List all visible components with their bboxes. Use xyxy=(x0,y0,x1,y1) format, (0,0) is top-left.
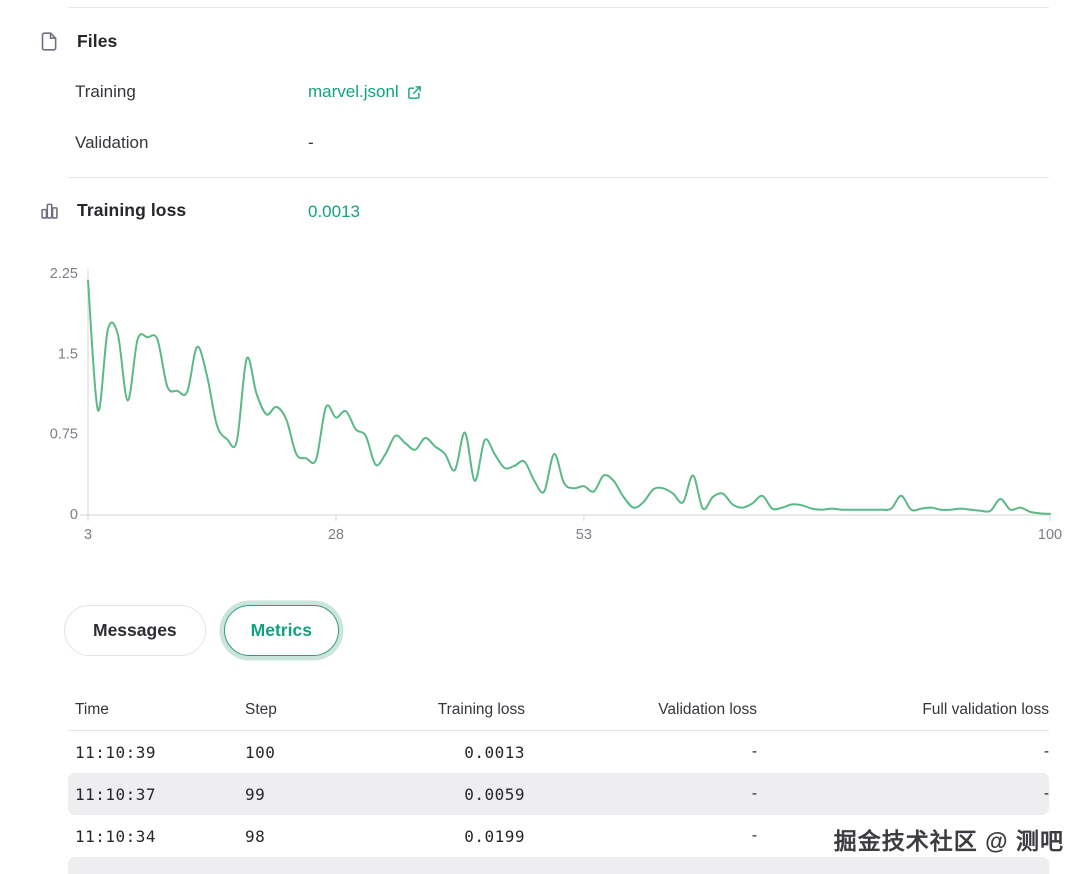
cell-full_validation_loss: - xyxy=(1043,827,1049,844)
y-tick-label: 0.75 xyxy=(50,427,78,443)
cell-training_loss: 0.0059 xyxy=(464,784,525,804)
training-file-name: marvel.jsonl xyxy=(308,82,399,101)
file-icon xyxy=(38,30,60,52)
training-loss-title: Training loss xyxy=(77,199,187,220)
training-loss-chart: 0 0.75 1.5 2.25 3 28 53 100 xyxy=(0,265,1080,565)
table-row-partial xyxy=(68,857,1049,874)
training-loss-line xyxy=(87,279,1051,515)
cell-step: 100 xyxy=(245,742,276,762)
tab-messages[interactable]: Messages xyxy=(64,605,206,656)
training-file-label: Training xyxy=(75,82,136,101)
metrics-table-body: 11:10:39 100 0.0013- -11:10:37 99 0.0059- -11:… xyxy=(68,731,1049,857)
metrics-table-header: Time Step Training loss Validation loss Full… xyxy=(68,690,1049,731)
cell-time: 11:10:39 xyxy=(75,742,157,762)
y-tick-label: 2.25 xyxy=(50,266,78,282)
cell-step: 98 xyxy=(245,826,266,846)
section-divider xyxy=(68,177,1049,178)
cell-training_loss: 0.0013 xyxy=(464,742,525,762)
column-header-step: Step xyxy=(245,701,277,718)
cell-time: 11:10:37 xyxy=(75,784,157,804)
cell-validation_loss: - xyxy=(751,827,757,844)
training-file-link[interactable]: marvel.jsonl xyxy=(308,82,422,102)
table-row: 11:10:34 98 0.0199 - - xyxy=(68,815,1049,857)
cell-full_validation_loss: - xyxy=(1043,785,1049,802)
training-loss-value: 0.0013 xyxy=(308,202,360,221)
table-row: 11:10:39 100 0.0013 - - xyxy=(68,731,1049,773)
files-section-header: Files xyxy=(38,30,117,52)
validation-file-label: Validation xyxy=(75,133,149,152)
validation-file-value: - xyxy=(308,133,314,152)
tab-bar: Messages Metrics xyxy=(64,605,339,656)
table-row: 11:10:37 99 0.0059 - - xyxy=(68,773,1049,815)
column-header-time: Time xyxy=(75,701,109,718)
x-tick-label: 100 xyxy=(1038,527,1062,543)
column-header-training_loss: Training loss xyxy=(437,701,525,718)
column-header-full_validation_loss: Full validation loss xyxy=(922,701,1049,718)
cell-training_loss: 0.0199 xyxy=(464,826,525,846)
loss-curve: 0 0.75 1.5 2.25 3 28 53 100 xyxy=(50,266,1062,543)
metrics-table: Time Step Training loss Validation loss Full… xyxy=(68,690,1049,874)
cell-full_validation_loss: - xyxy=(1043,743,1049,760)
training-loss-section-header: Training loss xyxy=(38,199,186,221)
x-tick-label: 28 xyxy=(328,527,344,543)
watermark: 掘金技术社区 @ 测吧 xyxy=(833,828,1064,854)
external-link-icon xyxy=(407,85,422,100)
cell-validation_loss: - xyxy=(751,743,757,760)
x-tick-label: 3 xyxy=(84,527,92,543)
training-file-row: Training marvel.jsonl xyxy=(75,82,422,102)
cell-validation_loss: - xyxy=(751,785,757,802)
tab-metrics[interactable]: Metrics xyxy=(223,605,339,656)
top-divider xyxy=(68,7,1049,8)
y-tick-label: 0 xyxy=(70,507,78,523)
column-header-validation_loss: Validation loss xyxy=(658,701,757,718)
validation-file-row: Validation - xyxy=(75,133,314,153)
x-tick-label: 53 xyxy=(576,527,592,543)
cell-time: 11:10:34 xyxy=(75,826,157,846)
y-tick-label: 1.5 xyxy=(58,346,78,362)
cell-step: 99 xyxy=(245,784,266,804)
files-section-title: Files xyxy=(77,30,118,51)
bar-chart-icon xyxy=(38,199,60,221)
